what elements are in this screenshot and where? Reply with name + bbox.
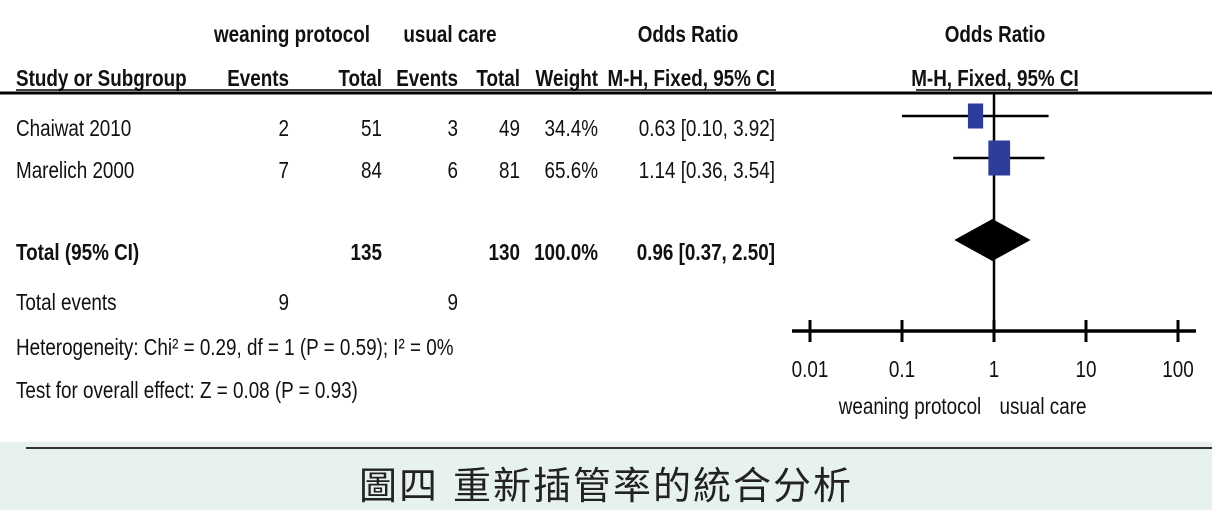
overall-effect-text: Test for overall effect: Z = 0.08 (P = 0… <box>16 378 358 403</box>
group-header-experimental: weaning protocol <box>213 22 370 47</box>
study-total-ctrl: 81 <box>499 158 520 183</box>
figure-caption: 圖四 重新插管率的統合分析 <box>358 464 854 508</box>
total-label: Total (95% CI) <box>16 240 139 265</box>
study-events-exp: 2 <box>279 116 289 141</box>
study-weight-box <box>967 103 984 129</box>
x-axis-tick-label: 1 <box>989 357 999 382</box>
total-weight: 100.0% <box>534 240 598 265</box>
column-header-total-ctrl: Total <box>476 66 520 91</box>
favours-right-label: usual care <box>1000 394 1087 419</box>
study-weight-box <box>988 140 1011 176</box>
group-header-control: usual care <box>403 22 496 47</box>
column-header-weight: Weight <box>536 66 598 91</box>
column-header-events-ctrl: Events <box>396 66 458 91</box>
study-ci: 1.14 [0.36, 3.54] <box>639 158 775 183</box>
study-events-ctrl: 3 <box>448 116 458 141</box>
effect-header-table: Odds Ratio <box>638 22 739 47</box>
forest-plot: weaning protocol usual care Odds Ratio Odds… <box>0 22 1212 419</box>
column-header-study: Study or Subgroup <box>16 66 187 91</box>
study-total-ctrl: 49 <box>499 116 520 141</box>
total-ctrl: 130 <box>489 240 520 265</box>
x-axis-tick-label: 100 <box>1162 357 1193 382</box>
study-total-exp: 51 <box>361 116 382 141</box>
x-axis-tick-label: 0.1 <box>889 357 915 382</box>
favours-left-label: weaning protocol <box>838 394 981 419</box>
total-events-exp: 9 <box>279 290 289 315</box>
caption-divider <box>26 447 1212 449</box>
study-name: Marelich 2000 <box>16 158 134 183</box>
total-events-label: Total events <box>16 290 117 315</box>
study-name: Chaiwat 2010 <box>16 116 131 141</box>
column-header-ci: M-H, Fixed, 95% CI <box>607 66 775 91</box>
study-weight: 34.4% <box>545 116 598 141</box>
study-total-exp: 84 <box>361 158 382 183</box>
study-events-ctrl: 6 <box>448 158 458 183</box>
column-header-total-exp: Total <box>338 66 382 91</box>
x-axis-tick-label: 10 <box>1076 357 1097 382</box>
column-header-events-exp: Events <box>227 66 289 91</box>
effect-header-plot: Odds Ratio <box>945 22 1046 47</box>
column-header-plot-ci: M-H, Fixed, 95% CI <box>911 66 1079 91</box>
total-events-ctrl: 9 <box>448 290 458 315</box>
total-exp: 135 <box>351 240 383 265</box>
study-events-exp: 7 <box>279 158 289 183</box>
x-axis-tick-label: 0.01 <box>792 357 829 382</box>
forest-plot-panel: weaning protocol usual care Odds Ratio Odds… <box>0 0 1212 442</box>
heterogeneity-text: Heterogeneity: Chi² = 0.29, df = 1 (P = … <box>16 335 454 360</box>
total-ci: 0.96 [0.37, 2.50] <box>637 240 775 265</box>
study-ci: 0.63 [0.10, 3.92] <box>639 116 775 141</box>
study-weight: 65.6% <box>545 158 598 183</box>
pooled-effect-diamond <box>954 219 1031 261</box>
